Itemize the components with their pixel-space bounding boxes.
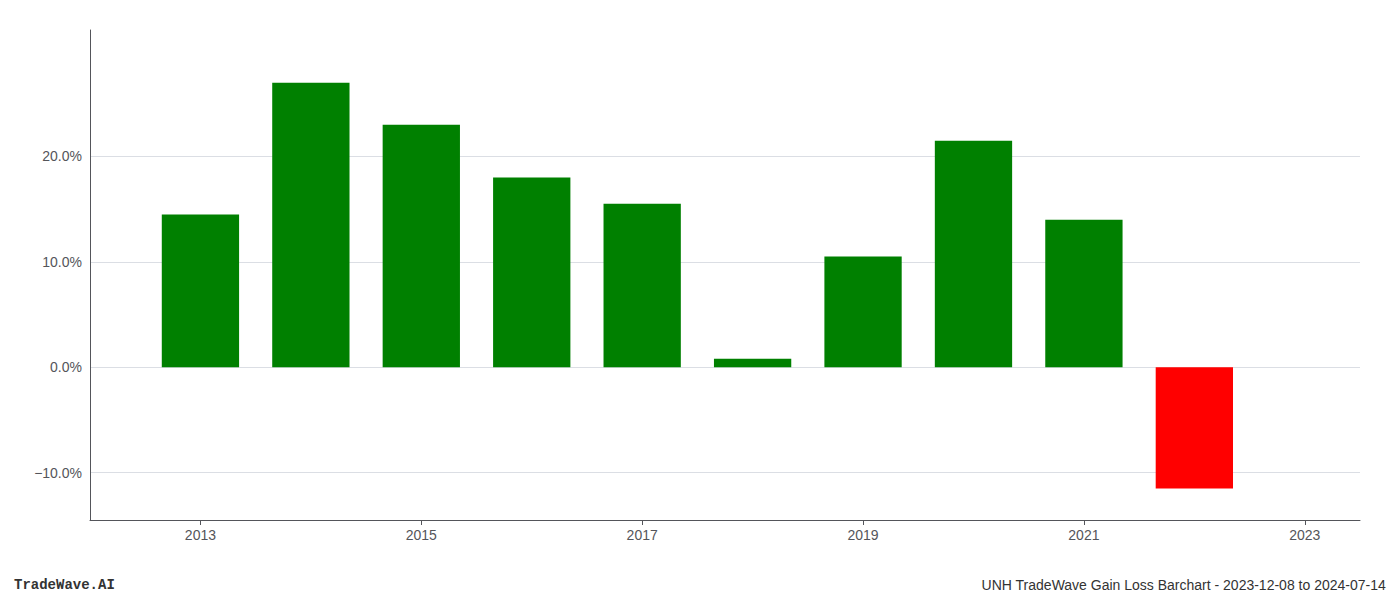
svg-text:−10.0%: −10.0% [34,465,82,481]
svg-text:UNH TradeWave Gain Loss Barcha: UNH TradeWave Gain Loss Barchart - 2023-… [982,577,1386,593]
svg-text:2021: 2021 [1068,527,1099,543]
svg-text:0.0%: 0.0% [50,359,82,375]
svg-text:TradeWave.AI: TradeWave.AI [14,577,115,593]
svg-text:2019: 2019 [847,527,878,543]
svg-text:2023: 2023 [1289,527,1320,543]
svg-text:2017: 2017 [627,527,658,543]
svg-text:2015: 2015 [406,527,437,543]
svg-text:20.0%: 20.0% [42,148,82,164]
svg-text:2013: 2013 [185,527,216,543]
svg-text:10.0%: 10.0% [42,254,82,270]
